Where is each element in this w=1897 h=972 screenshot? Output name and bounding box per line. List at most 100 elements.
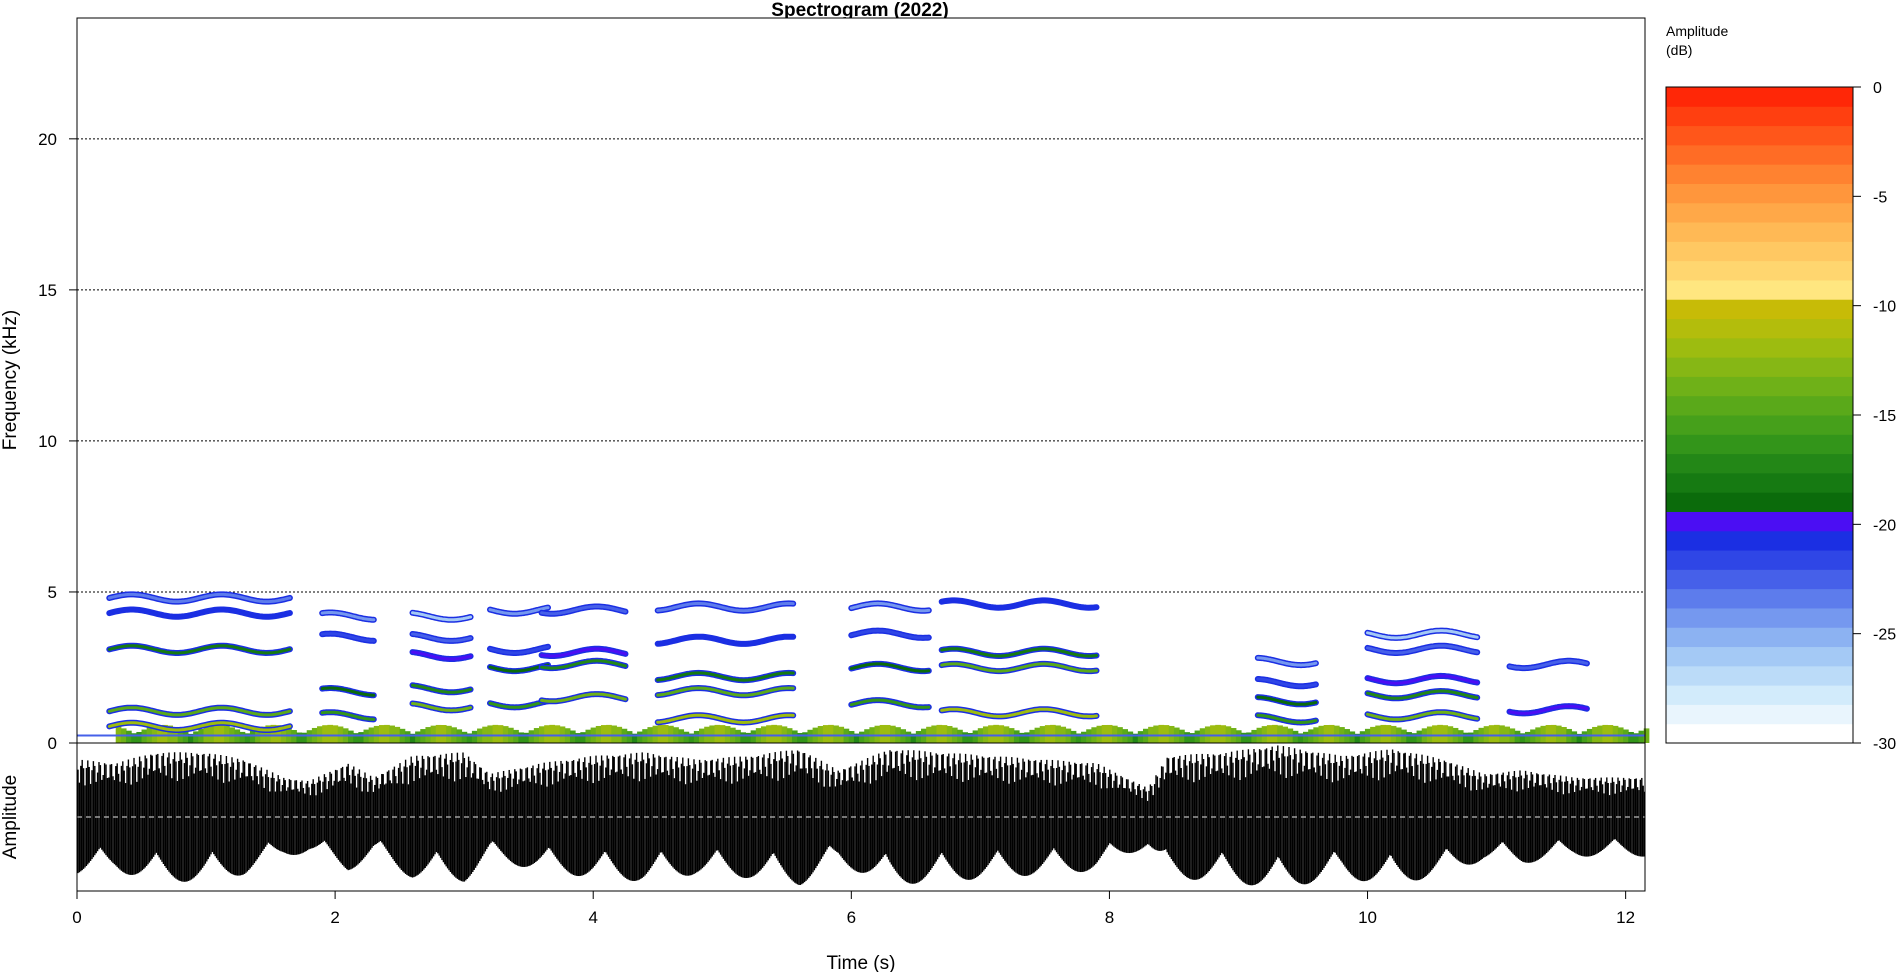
low-band-cell bbox=[802, 732, 808, 743]
low-band-cell bbox=[1318, 725, 1325, 743]
low-band-cell bbox=[776, 725, 783, 743]
low-band-cell bbox=[384, 724, 390, 743]
low-band-cell bbox=[1081, 731, 1087, 743]
low-band-cell bbox=[631, 733, 638, 743]
low-band-cell bbox=[322, 725, 328, 743]
low-band-cell bbox=[890, 725, 896, 743]
low-band-cell bbox=[1241, 732, 1247, 743]
low-band-cell bbox=[358, 732, 364, 743]
low-band-cell bbox=[1638, 730, 1645, 743]
harmonic-track bbox=[656, 713, 795, 725]
time-tick-label: 10 bbox=[1358, 908, 1377, 927]
harmonic-track bbox=[1256, 695, 1318, 706]
low-band-cell bbox=[549, 724, 555, 743]
low-band-cell bbox=[1013, 730, 1020, 743]
colorbar-swatch bbox=[1666, 607, 1853, 628]
harmonic-track bbox=[1256, 713, 1318, 724]
low-band-cell bbox=[1251, 729, 1258, 743]
low-band-cell bbox=[1550, 724, 1557, 743]
harmonic-track bbox=[107, 721, 292, 732]
harmonic-track bbox=[1256, 677, 1318, 688]
waveform-panel: Amplitude bbox=[0, 742, 1646, 892]
low-band-cell bbox=[136, 731, 143, 743]
low-band-cell bbox=[167, 725, 173, 743]
colorbar-swatch bbox=[1666, 434, 1853, 455]
low-band-cell bbox=[1220, 725, 1227, 743]
low-band-cell bbox=[1524, 731, 1531, 743]
colorbar-swatch bbox=[1666, 299, 1853, 320]
low-band-cell bbox=[575, 733, 581, 743]
low-band-cell bbox=[941, 725, 948, 743]
low-band-cell bbox=[1437, 724, 1443, 743]
low-band-cell bbox=[1555, 725, 1562, 743]
low-band-cell bbox=[1375, 725, 1381, 743]
colorbar-swatch bbox=[1666, 125, 1853, 146]
colorbar-axis: 0 -5 -10 -15 -20 -25 -30 bbox=[1853, 80, 1896, 753]
chart-title: Spectrogram (2022) bbox=[771, 0, 948, 21]
frequency-gridlines bbox=[77, 138, 1645, 593]
harmonic-track bbox=[488, 663, 550, 673]
low-band-cell bbox=[151, 725, 158, 743]
low-band-cell bbox=[296, 732, 303, 743]
harmonic-track bbox=[1508, 659, 1589, 670]
low-band-cell bbox=[440, 724, 447, 743]
low-band-cell bbox=[353, 733, 359, 743]
low-band-cell bbox=[544, 725, 550, 743]
low-band-cell bbox=[668, 725, 674, 743]
low-band-cell bbox=[1266, 725, 1273, 743]
low-band-cell bbox=[626, 731, 633, 743]
low-band-cell bbox=[1044, 725, 1051, 743]
low-band-cell bbox=[1457, 730, 1464, 743]
harmonic-track bbox=[540, 692, 627, 703]
harmonic-track bbox=[1508, 704, 1589, 715]
low-band-cell bbox=[988, 725, 994, 743]
low-band-cell bbox=[1158, 724, 1165, 743]
low-band-cell bbox=[348, 730, 354, 743]
low-band-cell bbox=[1643, 728, 1650, 743]
low-band-cell bbox=[962, 732, 968, 743]
low-band-cell bbox=[1612, 725, 1619, 743]
low-band-cell bbox=[265, 725, 272, 743]
colorbar-swatch bbox=[1666, 222, 1853, 242]
low-band-cell bbox=[497, 725, 504, 743]
low-band-cell bbox=[461, 731, 468, 743]
low-band-cell bbox=[688, 733, 695, 743]
low-band-cell bbox=[884, 724, 891, 743]
low-band-cell bbox=[931, 725, 937, 743]
low-band-cell bbox=[554, 725, 561, 743]
low-band-cell bbox=[1292, 730, 1299, 743]
low-band-cell bbox=[1235, 730, 1242, 743]
low-band-cell bbox=[1272, 724, 1278, 743]
colorbar-label: Amplitude bbox=[1666, 23, 1728, 39]
low-band-cell bbox=[993, 724, 999, 743]
low-band-cell bbox=[791, 730, 798, 743]
colorbar-swatch bbox=[1666, 337, 1853, 358]
low-band-cell bbox=[1385, 725, 1392, 743]
harmonic-track bbox=[411, 611, 473, 622]
low-band-cell bbox=[606, 724, 612, 743]
harmonic-track bbox=[411, 632, 473, 643]
harmonic-track bbox=[320, 710, 376, 721]
time-tick-label: 6 bbox=[847, 908, 856, 927]
low-band-cell bbox=[910, 733, 917, 743]
low-band-cell bbox=[859, 731, 865, 743]
low-band-cell bbox=[1633, 733, 1640, 743]
harmonic-track bbox=[411, 683, 473, 694]
low-band-cell bbox=[1411, 733, 1418, 743]
low-band-cell bbox=[683, 731, 690, 743]
low-band-cell bbox=[662, 724, 669, 743]
low-band-cell bbox=[471, 730, 478, 743]
low-band-cell bbox=[1323, 725, 1330, 743]
low-band-cell bbox=[218, 725, 225, 743]
low-band-cell bbox=[1494, 724, 1500, 743]
low-band-cell bbox=[750, 730, 757, 743]
colorbar-swatch bbox=[1666, 164, 1853, 184]
low-band-cell bbox=[1163, 725, 1170, 743]
low-band-cell bbox=[1070, 730, 1077, 743]
low-band-cell bbox=[187, 733, 194, 743]
low-band-cell bbox=[1442, 725, 1449, 743]
low-band-cell bbox=[1519, 733, 1526, 743]
low-band-cell bbox=[611, 725, 617, 743]
low-band-cell bbox=[193, 731, 199, 743]
low-band-cell bbox=[1101, 724, 1108, 743]
